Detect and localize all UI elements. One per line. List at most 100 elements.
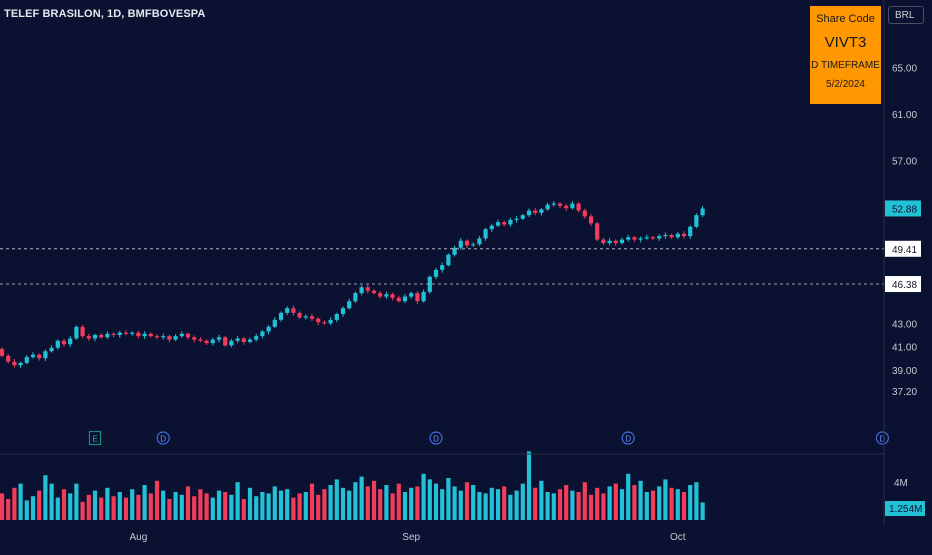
volume-bar xyxy=(663,479,668,520)
candle xyxy=(657,234,662,241)
volume-bar xyxy=(396,483,401,520)
candle xyxy=(681,231,687,239)
candle xyxy=(365,284,370,294)
candle xyxy=(241,337,246,345)
volume-bar xyxy=(61,489,67,520)
volume-bar xyxy=(650,490,656,520)
candle xyxy=(638,236,643,243)
candle xyxy=(619,237,625,245)
volume-bar xyxy=(371,480,377,520)
volume-bar xyxy=(502,486,507,520)
candle xyxy=(99,332,104,339)
volume-bar xyxy=(694,482,699,520)
volume-bar xyxy=(136,494,141,520)
candle xyxy=(291,305,296,316)
volume-bar xyxy=(328,485,333,520)
volume-bar xyxy=(161,490,166,520)
volume-bar xyxy=(384,485,389,520)
candle xyxy=(179,331,184,338)
candle xyxy=(204,339,209,345)
candle xyxy=(247,337,253,344)
candle xyxy=(464,239,470,249)
svg-text:E: E xyxy=(92,435,97,444)
share-code-label: Share Code xyxy=(816,13,875,25)
volume-bar xyxy=(223,492,228,520)
candle xyxy=(421,289,426,303)
volume-bar xyxy=(390,493,395,520)
volume-bar xyxy=(254,496,259,520)
volume-bar xyxy=(74,483,79,520)
candle xyxy=(43,349,48,362)
volume-bar xyxy=(235,482,240,520)
y-tick-label: 65.00 xyxy=(892,63,917,74)
volume-bar xyxy=(24,500,29,520)
candle xyxy=(167,334,172,343)
candle xyxy=(557,202,563,209)
volume-bar xyxy=(130,489,135,520)
candle xyxy=(334,312,339,323)
volume-bar xyxy=(12,487,17,520)
volume-bar xyxy=(539,480,544,520)
dividend-marker[interactable]: D xyxy=(621,431,635,445)
volume-bar xyxy=(173,492,178,520)
candle xyxy=(495,219,501,228)
volume-bar xyxy=(489,487,494,520)
volume-bar xyxy=(148,493,153,520)
y-tick-label: 39.00 xyxy=(892,366,917,377)
candle xyxy=(508,217,513,227)
candle xyxy=(216,334,222,343)
dividend-marker[interactable]: D xyxy=(156,431,170,445)
candle xyxy=(433,267,439,280)
volume-bar xyxy=(415,486,420,520)
volume-bar xyxy=(123,497,129,520)
candle xyxy=(632,235,637,242)
svg-text:1.254M: 1.254M xyxy=(889,504,922,515)
volume-bar xyxy=(192,496,197,520)
volume-bar xyxy=(526,451,532,520)
volume-bar xyxy=(440,489,445,520)
volume-bar xyxy=(37,490,42,520)
candle xyxy=(0,347,5,358)
date-label: 5/2/2024 xyxy=(826,79,865,90)
volume-bar xyxy=(409,487,414,520)
volume-bar xyxy=(278,490,284,520)
candle xyxy=(576,202,581,213)
candle xyxy=(12,359,17,368)
candle xyxy=(440,262,445,273)
volume-bar xyxy=(322,489,327,520)
volume-bar xyxy=(471,485,476,520)
dividend-marker[interactable]: D xyxy=(875,431,890,445)
volume-bar xyxy=(365,486,370,520)
volume-bar xyxy=(582,482,587,520)
y-tick-label: 61.00 xyxy=(892,110,917,121)
candle xyxy=(613,239,618,246)
volume-bar xyxy=(260,492,265,520)
volume-bar xyxy=(68,493,73,520)
dividend-marker[interactable]: D xyxy=(429,431,443,445)
volume-bar xyxy=(185,486,191,520)
volume-bar xyxy=(210,497,215,520)
candle xyxy=(564,203,569,211)
y-tick-label: 57.00 xyxy=(892,157,917,168)
y-tick-label: 43.00 xyxy=(892,319,917,330)
candle xyxy=(570,200,575,210)
timeframe-label: D TIMEFRAME xyxy=(811,60,880,71)
earnings-marker[interactable]: E xyxy=(88,430,102,446)
candle xyxy=(49,345,54,353)
candle xyxy=(223,335,228,347)
candle xyxy=(266,324,271,335)
candle xyxy=(30,352,36,359)
volume-bar xyxy=(446,478,451,520)
candle xyxy=(309,313,315,322)
candle xyxy=(663,232,668,239)
volume-bar xyxy=(55,497,60,520)
volume-bar xyxy=(198,489,203,520)
volume-bar xyxy=(309,483,315,520)
currency-selector[interactable]: BRL xyxy=(888,6,924,24)
candle xyxy=(80,324,85,338)
candle xyxy=(390,292,395,301)
volume-bar xyxy=(154,480,160,520)
candle xyxy=(328,317,333,326)
